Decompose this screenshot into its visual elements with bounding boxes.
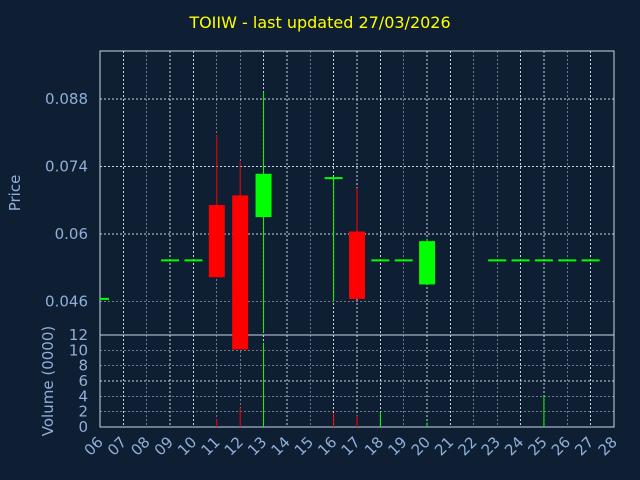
x-tick-label: 24 — [501, 433, 527, 459]
x-tick-label: 10 — [174, 433, 200, 459]
x-tick-label: 22 — [454, 433, 480, 459]
x-tick-label: 08 — [127, 433, 153, 459]
x-tick-label: 15 — [291, 433, 317, 459]
price-tick-label: 0.046 — [45, 292, 88, 310]
x-tick-label: 21 — [431, 433, 457, 459]
x-axis-label: Day — [333, 459, 361, 475]
volume-tick-label: 12 — [69, 326, 88, 344]
x-tick-label: 13 — [244, 433, 270, 459]
x-tick-label: 27 — [571, 433, 597, 459]
x-tick-label: 25 — [525, 433, 551, 459]
x-tick-label: 16 — [314, 433, 340, 459]
price-tick-label: 0.074 — [45, 158, 88, 176]
x-tick-label: 11 — [197, 433, 223, 459]
price-axis-label: Price — [6, 175, 24, 212]
x-tick-label: 20 — [408, 433, 434, 459]
candle-body — [349, 231, 365, 299]
volume-tick-label: 6 — [78, 372, 88, 390]
x-tick-label: 14 — [268, 433, 294, 459]
chart-title: TOIIW - last updated 27/03/2026 — [189, 13, 451, 32]
price-tick-label: 0.06 — [55, 225, 88, 243]
x-tick-label: 18 — [361, 433, 387, 459]
candle-body — [255, 173, 272, 218]
candle-body — [232, 195, 249, 350]
x-tick-label: 19 — [384, 433, 410, 459]
x-tick-label: 12 — [221, 433, 247, 459]
volume-tick-label: 2 — [78, 403, 88, 421]
x-tick-label: 28 — [595, 433, 621, 459]
volume-tick-label: 4 — [78, 387, 88, 405]
x-tick-label: 06 — [81, 433, 107, 459]
x-tick-label: 07 — [104, 433, 130, 459]
volume-tick-label: 10 — [69, 341, 88, 359]
price-tick-label: 0.088 — [45, 90, 88, 108]
volume-tick-label: 8 — [78, 357, 88, 375]
volume-tick-label: 0 — [78, 418, 88, 436]
x-tick-label: 09 — [151, 433, 177, 459]
x-tick-label: 26 — [548, 433, 574, 459]
volume-axis-label: Volume (0000) — [39, 326, 57, 436]
x-tick-label: 17 — [338, 433, 364, 459]
candle-body — [208, 205, 225, 278]
candle-body — [419, 241, 436, 285]
x-tick-label: 23 — [478, 433, 504, 459]
